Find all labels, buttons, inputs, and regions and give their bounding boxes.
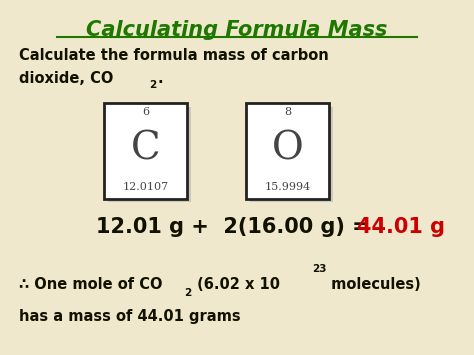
Text: C: C: [131, 130, 161, 168]
Text: 6: 6: [142, 106, 149, 116]
Text: 12.0107: 12.0107: [123, 182, 169, 192]
Text: molecules): molecules): [326, 277, 421, 292]
FancyBboxPatch shape: [250, 106, 333, 202]
Text: 15.9994: 15.9994: [265, 182, 311, 192]
Text: 2: 2: [149, 80, 156, 90]
Text: Calculating Formula Mass: Calculating Formula Mass: [86, 20, 388, 39]
Text: Calculate the formula mass of carbon: Calculate the formula mass of carbon: [19, 48, 328, 63]
Text: 44.01 g: 44.01 g: [356, 217, 445, 236]
FancyBboxPatch shape: [246, 103, 329, 199]
Text: .: .: [158, 71, 164, 86]
FancyBboxPatch shape: [104, 103, 187, 199]
Text: (6.02 x 10: (6.02 x 10: [192, 277, 280, 292]
FancyBboxPatch shape: [108, 106, 191, 202]
Text: O: O: [272, 130, 304, 168]
Text: 12.01 g +  2(16.00 g) =: 12.01 g + 2(16.00 g) =: [97, 217, 377, 236]
Text: ∴ One mole of CO: ∴ One mole of CO: [19, 277, 163, 292]
Text: 8: 8: [284, 106, 292, 116]
Text: 23: 23: [312, 264, 327, 274]
Text: 2: 2: [184, 288, 191, 297]
Text: dioxide, CO: dioxide, CO: [19, 71, 113, 86]
Text: has a mass of 44.01 grams: has a mass of 44.01 grams: [19, 309, 241, 324]
